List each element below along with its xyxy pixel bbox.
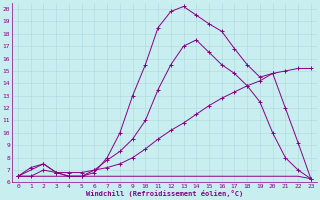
X-axis label: Windchill (Refroidissement éolien,°C): Windchill (Refroidissement éolien,°C): [86, 190, 243, 197]
